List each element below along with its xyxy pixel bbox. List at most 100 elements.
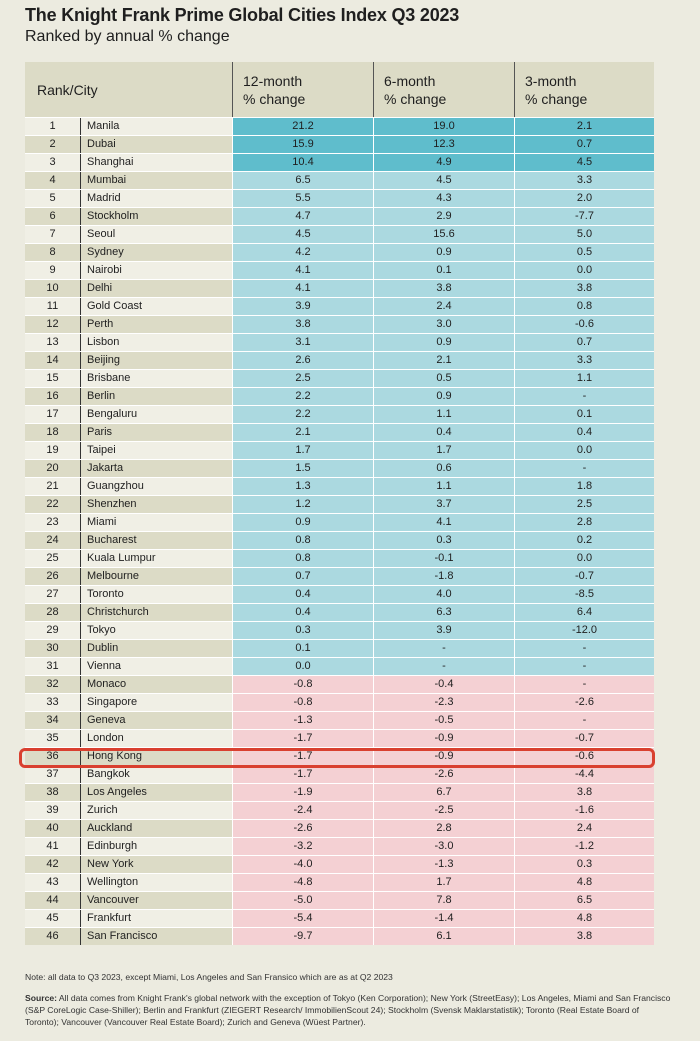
table-row: 9 Nairobi 4.1 0.1 0.0 [25,261,654,279]
3-month-cell: -1.2 [514,838,654,855]
city-cell: Berlin [80,388,232,405]
6-month-cell: 0.5 [373,370,514,387]
table-row: 21 Guangzhou 1.3 1.1 1.8 [25,477,654,495]
source-text: All data comes from Knight Frank's globa… [25,993,671,1027]
3-month-cell: 0.7 [514,136,654,153]
3-month-cell: - [514,658,654,675]
city-cell: Paris [80,424,232,441]
12-month-cell: 4.7 [232,208,373,225]
3-month-cell: 2.4 [514,820,654,837]
rank-cell: 3 [25,154,80,171]
rank-cell: 16 [25,388,80,405]
header-label: 12-month [243,72,303,89]
table-row: 43 Wellington -4.8 1.7 4.8 [25,873,654,891]
rank-cell: 29 [25,622,80,639]
city-cell: Bucharest [80,532,232,549]
table-row: 16 Berlin 2.2 0.9- [25,387,654,405]
city-cell: Bengaluru [80,406,232,423]
city-cell: Nairobi [80,262,232,279]
6-month-cell: 4.0 [373,586,514,603]
12-month-cell: -4.8 [232,874,373,891]
6-month-cell: 0.6 [373,460,514,477]
3-month-cell: 0.5 [514,244,654,261]
city-cell: Taipei [80,442,232,459]
6-month-cell: 3.7 [373,496,514,513]
table-row: 3 Shanghai 10.4 4.9 4.5 [25,153,654,171]
3-month-cell: 3.3 [514,352,654,369]
12-month-cell: -9.7 [232,928,373,945]
rank-cell: 32 [25,676,80,693]
rank-cell: 14 [25,352,80,369]
12-month-cell: 1.5 [232,460,373,477]
city-cell: Tokyo [80,622,232,639]
12-month-cell: 3.9 [232,298,373,315]
6-month-cell: -1.3 [373,856,514,873]
city-cell: Los Angeles [80,784,232,801]
table-row: 46 San Francisco -9.7 6.1 3.8 [25,927,654,945]
6-month-cell: 4.5 [373,172,514,189]
3-month-cell: -7.7 [514,208,654,225]
table-row: 45 Frankfurt -5.4 -1.4 4.8 [25,909,654,927]
city-cell: Stockholm [80,208,232,225]
city-cell: Brisbane [80,370,232,387]
city-cell: Seoul [80,226,232,243]
rank-cell: 45 [25,910,80,927]
3-month-cell: 0.7 [514,334,654,351]
rank-cell: 19 [25,442,80,459]
3-month-cell: -12.0 [514,622,654,639]
6-month-cell: 4.3 [373,190,514,207]
table-row: 41 Edinburgh -3.2 -3.0 -1.2 [25,837,654,855]
3-month-cell: -0.6 [514,748,654,765]
rank-cell: 37 [25,766,80,783]
table-row: 26 Melbourne 0.7 -1.8 -0.7 [25,567,654,585]
table-row: 5 Madrid 5.5 4.3 2.0 [25,189,654,207]
12-month-cell: -5.4 [232,910,373,927]
header-label: % change [525,90,588,107]
rank-cell: 26 [25,568,80,585]
rank-cell: 7 [25,226,80,243]
3-month-cell: - [514,712,654,729]
12-month-cell: 2.2 [232,388,373,405]
6-month-cell: -1.8 [373,568,514,585]
table-row: 19 Taipei 1.7 1.7 0.0 [25,441,654,459]
cities-index-table: Rank/City 12-month% change 6-month% chan… [25,62,654,945]
12-month-cell: -0.8 [232,676,373,693]
12-month-cell: -1.7 [232,730,373,747]
table-row: 12 Perth 3.8 3.0 -0.6 [25,315,654,333]
city-cell: Perth [80,316,232,333]
rank-cell: 30 [25,640,80,657]
city-cell: Melbourne [80,568,232,585]
3-month-cell: 0.3 [514,856,654,873]
6-month-cell: 0.3 [373,532,514,549]
table-row: 34 Geneva -1.3 -0.5- [25,711,654,729]
table-row: 42 New York -4.0 -1.3 0.3 [25,855,654,873]
header-12-month: 12-month% change [232,62,373,117]
6-month-cell: 0.9 [373,388,514,405]
rank-cell: 6 [25,208,80,225]
header-label: % change [243,90,306,107]
city-cell: Hong Kong [80,748,232,765]
12-month-cell: 0.4 [232,604,373,621]
3-month-cell: 0.0 [514,550,654,567]
3-month-cell: -8.5 [514,586,654,603]
table-body: 1 Manila 21.2 19.0 2.1 2 Dubai 15.9 12.3 0.7 3 Shan… [25,117,654,945]
city-cell: Singapore [80,694,232,711]
page-title: The Knight Frank Prime Global Cities Ind… [25,5,460,25]
rank-cell: 18 [25,424,80,441]
6-month-cell: 2.9 [373,208,514,225]
6-month-cell: 2.1 [373,352,514,369]
city-cell: Lisbon [80,334,232,351]
6-month-cell: 2.8 [373,820,514,837]
12-month-cell: 0.7 [232,568,373,585]
3-month-cell: 3.8 [514,280,654,297]
3-month-cell: 2.8 [514,514,654,531]
rank-cell: 44 [25,892,80,909]
table-row: 10 Delhi 4.1 3.8 3.8 [25,279,654,297]
header-rank-city: Rank/City [25,62,232,117]
table-row: 29 Tokyo 0.3 3.9 -12.0 [25,621,654,639]
rank-cell: 21 [25,478,80,495]
table-row: 38 Los Angeles -1.9 6.7 3.8 [25,783,654,801]
table-row: 44 Vancouver -5.0 7.8 6.5 [25,891,654,909]
rank-cell: 10 [25,280,80,297]
3-month-cell: 2.0 [514,190,654,207]
